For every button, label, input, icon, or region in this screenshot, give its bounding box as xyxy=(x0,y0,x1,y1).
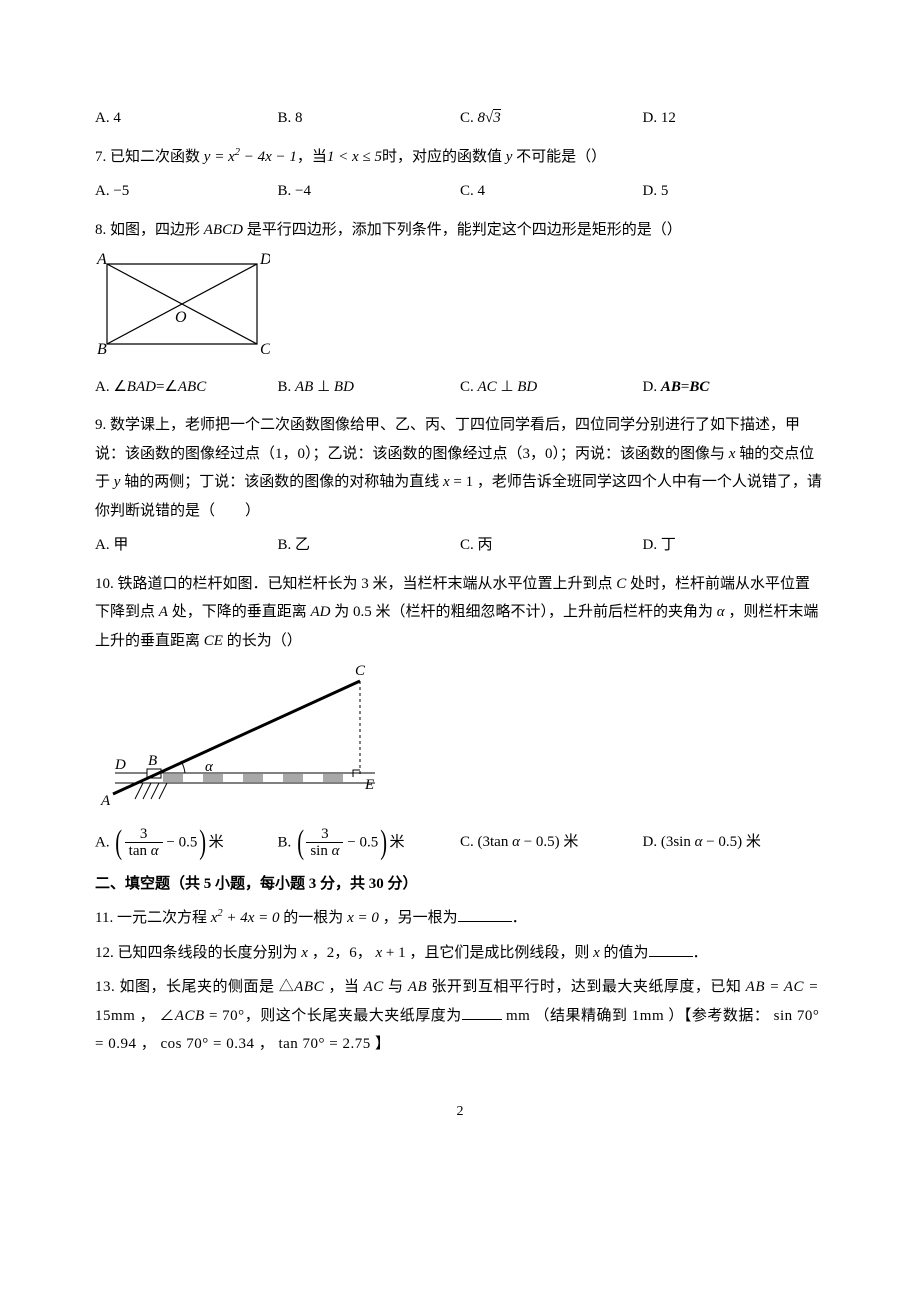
opt-a: A. ∠BAD=∠ABC xyxy=(95,373,278,402)
q7-pre: 7. 已知二次函数 xyxy=(95,149,204,165)
label-C: C xyxy=(355,663,366,679)
opt-a: A. 4 xyxy=(95,104,278,133)
opt-d: D. 5 xyxy=(643,177,826,206)
q8-text: 8. 如图，四边形 ABCD 是平行四边形，添加下列条件，能判定这个四边形是矩形… xyxy=(95,216,825,245)
label-E: E xyxy=(364,777,374,793)
q13-mid2: ，则这个长尾夹最大夹纸厚度为 xyxy=(245,1008,462,1024)
q13-cos: cos 70° = 0.34 xyxy=(160,1036,254,1052)
opt-c-pre: C. xyxy=(460,110,478,126)
q13-eq2: ∠ACB = 70° xyxy=(159,1008,244,1024)
opt-b: B. (3sin α − 0.5)米 xyxy=(278,826,461,860)
opt-d: D. 丁 xyxy=(643,531,826,560)
q11-eq: x2 + 4x = 0 xyxy=(211,910,280,926)
opt-c: C. 8√3 xyxy=(460,104,643,133)
q13-tail: 】 xyxy=(371,1036,391,1052)
label-A: A xyxy=(96,251,107,268)
opt-a: A. (3tan α − 0.5)米 xyxy=(95,826,278,860)
opt-b: B. AB ⊥ BD xyxy=(278,373,461,402)
q11-root: x = 0 xyxy=(347,910,379,926)
label-B: B xyxy=(97,341,107,358)
q11-mid: 的一根为 xyxy=(280,910,348,926)
label-A: A xyxy=(100,793,111,809)
q13-tan: tan 70° = 2.75 xyxy=(278,1036,370,1052)
q13-mid1: ， xyxy=(135,1008,159,1024)
q12-blank xyxy=(649,942,693,957)
q9-text: 9. 数学课上，老师把一个二次函数图像给甲、乙、丙、丁四位同学看后，四位同学分别… xyxy=(95,411,825,525)
opt-c: C. (3tan α − 0.5) 米 xyxy=(460,828,643,857)
opt-c: C. 4 xyxy=(460,177,643,206)
label-B: B xyxy=(148,753,157,769)
q8-options: A. ∠BAD=∠ABC B. AB ⊥ BD C. AC ⊥ BD D. AB… xyxy=(95,373,825,402)
opt-b-tail: − 0.5 xyxy=(343,834,378,850)
opt-b: B. −4 xyxy=(278,177,461,206)
opt-d: D. AB=BC xyxy=(643,373,826,402)
q10-figure: C E D B A α xyxy=(95,661,825,822)
opt-d: D. 12 xyxy=(643,104,826,133)
q11-pre: 11. 一元二次方程 xyxy=(95,910,211,926)
label-O: O xyxy=(175,309,187,326)
q10-text: 10. 铁路道口的栏杆如图．已知栏杆长为 3 米，当栏杆末端从水平位置上升到点 … xyxy=(95,570,825,656)
q11-post: ，另一根为 xyxy=(379,910,458,926)
opt-b-num: 3 xyxy=(306,826,343,844)
page-number: 2 xyxy=(95,1099,825,1126)
opt-b-unit: 米 xyxy=(390,834,405,850)
q9-options: A. 甲 B. 乙 C. 丙 D. 丁 xyxy=(95,531,825,560)
opt-a-unit: 米 xyxy=(209,834,224,850)
opt-a-tail: − 0.5 xyxy=(163,834,198,850)
q7: 7. 已知二次函数 y = x2 − 4x − 1，当1 < x ≤ 5时，对应… xyxy=(95,143,825,172)
q11: 11. 一元二次方程 x2 + 4x = 0 的一根为 x = 0 ，另一根为 ． xyxy=(95,904,825,933)
opt-a: A. 甲 xyxy=(95,531,278,560)
opt-b: B. 乙 xyxy=(278,531,461,560)
q13-c2: ， xyxy=(254,1036,278,1052)
q11-tail: ． xyxy=(512,910,527,926)
label-D: D xyxy=(259,251,270,268)
q13: 13. 如图，长尾夹的侧面是 △ABC ，当 AC 与 AB 张开到互相平行时，… xyxy=(95,973,825,1059)
q7-post: 时，对应的函数值 y 不可能是（） xyxy=(382,149,606,165)
q13-blank xyxy=(462,1005,502,1020)
opt-b: B. 8 xyxy=(278,104,461,133)
opt-c: C. AC ⊥ BD xyxy=(460,373,643,402)
opt-a: A. −5 xyxy=(95,177,278,206)
q12-tail: ． xyxy=(693,945,708,961)
label-D: D xyxy=(114,757,126,773)
opt-c-val: 8√3 xyxy=(478,109,501,126)
opt-a-num: 3 xyxy=(125,826,163,844)
section2-title: 二、填空题（共 5 小题，每小题 3 分，共 30 分） xyxy=(95,870,825,899)
q13-c1: ， xyxy=(136,1036,160,1052)
q13-unit: mm （结果精确到 1mm ）【参考数据： xyxy=(502,1008,774,1024)
opt-d: D. (3sin α − 0.5) 米 xyxy=(643,828,826,857)
q11-blank xyxy=(458,907,512,922)
q7-options: A. −5 B. −4 C. 4 D. 5 xyxy=(95,177,825,206)
q7-mid: ，当 xyxy=(297,149,327,165)
opt-c: C. 丙 xyxy=(460,531,643,560)
q7-range: 1 < x ≤ 5 xyxy=(327,149,382,165)
label-alpha: α xyxy=(205,759,214,775)
q8-figure: A D B C O xyxy=(95,250,825,369)
q10-options: A. (3tan α − 0.5)米 B. (3sin α − 0.5)米 C.… xyxy=(95,826,825,860)
q12: 12. 已知四条线段的长度分别为 x ，2，6， x + 1 ，且它们是成比例线… xyxy=(95,939,825,968)
q6-options: A. 4 B. 8 C. 8√3 D. 12 xyxy=(95,104,825,133)
q7-eq: y = x2 − 4x − 1 xyxy=(204,149,297,165)
label-C: C xyxy=(260,341,270,358)
opt-b-den: sin α xyxy=(306,843,343,860)
opt-a-den: tan α xyxy=(125,843,163,860)
